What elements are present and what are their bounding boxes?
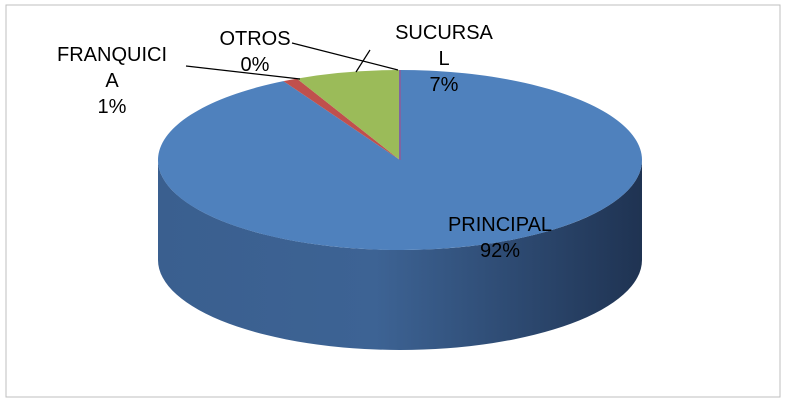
value-label: 1% bbox=[97, 96, 127, 118]
leader-line bbox=[355, 49, 371, 73]
data-label: PRINCIPAL 92% bbox=[430, 212, 570, 264]
category-label: OTROS bbox=[219, 28, 291, 50]
leader-line bbox=[291, 42, 399, 71]
category-label: PRINCIPAL bbox=[447, 214, 553, 236]
leader-line bbox=[185, 65, 301, 80]
category-label: FRANQUICIA bbox=[57, 44, 167, 92]
slice bbox=[283, 78, 400, 160]
pie bbox=[158, 70, 643, 350]
slice bbox=[296, 70, 400, 160]
slice-side bbox=[158, 160, 642, 350]
data-label: OTROS 0% bbox=[215, 26, 295, 78]
category-label: SUCURSAL bbox=[395, 22, 493, 70]
data-label: FRANQUICIA 1% bbox=[52, 42, 172, 120]
leader-lines bbox=[185, 42, 399, 80]
data-label: SUCURSAL 7% bbox=[390, 20, 498, 98]
value-label: 0% bbox=[240, 54, 270, 76]
value-label: 7% bbox=[429, 74, 459, 96]
value-label: 92% bbox=[479, 240, 521, 262]
